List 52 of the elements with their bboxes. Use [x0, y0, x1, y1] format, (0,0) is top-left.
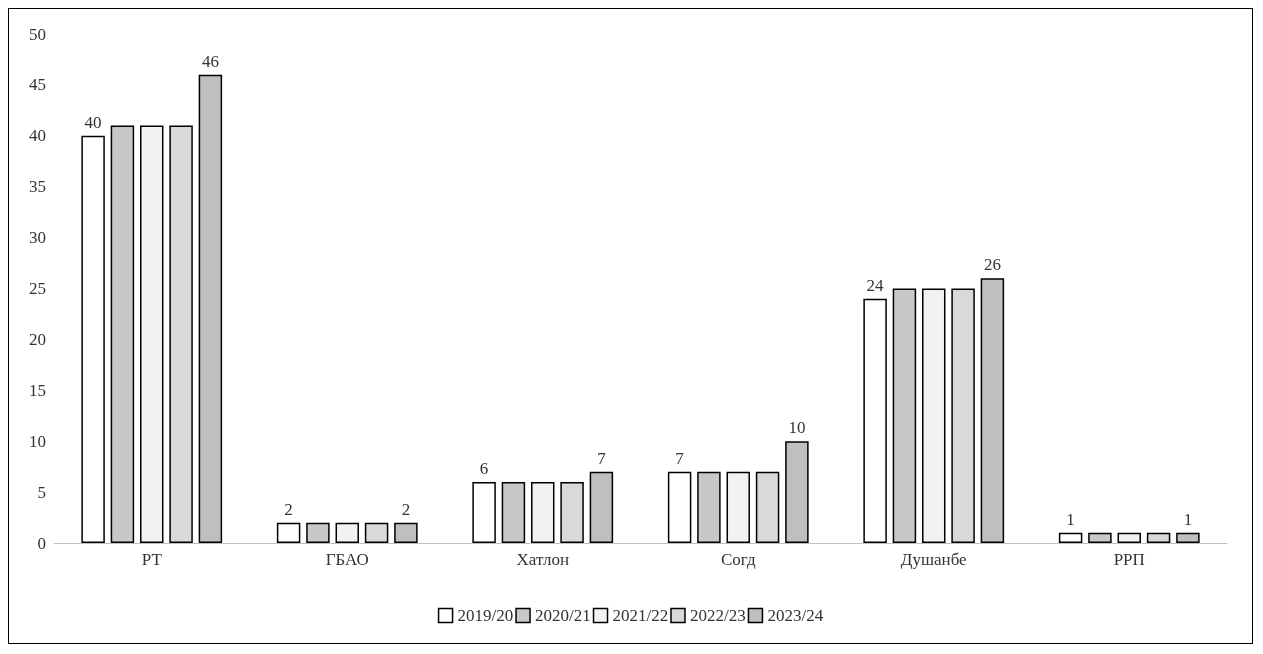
- y-tick-label: 20: [29, 329, 46, 349]
- bar: [276, 522, 301, 543]
- x-tick-label: Хатлон: [516, 550, 569, 569]
- bar: [951, 288, 975, 543]
- bar: [863, 298, 887, 543]
- data-label: 2: [401, 499, 411, 519]
- data-label: 1: [1066, 509, 1075, 529]
- legend-label: 2023/24: [767, 606, 824, 625]
- bar: [1058, 532, 1083, 543]
- bar: [1117, 532, 1141, 543]
- bar: [667, 471, 692, 543]
- x-tick-label: Согд: [720, 550, 756, 569]
- bar: [335, 522, 359, 543]
- data-label: 7: [597, 448, 607, 468]
- data-label: 7: [675, 448, 685, 468]
- data-label: 24: [866, 275, 885, 295]
- data-label: 6: [479, 458, 489, 478]
- x-tick-label: ГБАО: [325, 550, 369, 569]
- y-tick-label: 35: [29, 177, 46, 197]
- y-tick-label: 15: [29, 380, 46, 400]
- x-tick-label: Душанбе: [900, 550, 967, 569]
- data-label: 26: [983, 255, 1001, 275]
- legend-label: 2021/22: [612, 606, 669, 625]
- data-label: 2: [284, 499, 293, 519]
- bar: [755, 471, 780, 543]
- data-label: 10: [788, 418, 806, 438]
- y-tick-label: 5: [37, 482, 46, 502]
- legend-label: 2019/20: [457, 606, 514, 625]
- x-tick-label: РРП: [1113, 550, 1145, 569]
- bar: [472, 481, 496, 543]
- y-tick-label: 50: [29, 24, 46, 44]
- bar: [169, 125, 193, 543]
- y-tick-label: 40: [29, 126, 46, 146]
- bar: [560, 481, 584, 543]
- data-label: 46: [201, 51, 219, 71]
- bar: [1146, 532, 1171, 543]
- bar: [364, 522, 389, 543]
- bar: [531, 481, 555, 543]
- y-tick-label: 0: [37, 533, 46, 553]
- data-label: 40: [84, 112, 102, 132]
- y-tick-label: 25: [29, 279, 46, 298]
- bar: [140, 125, 164, 543]
- x-tick-label: РТ: [141, 550, 163, 569]
- legend-label: 2022/23: [689, 606, 746, 625]
- bar: [922, 288, 946, 543]
- bar: [81, 135, 105, 543]
- legend-label: 2020/21: [535, 606, 591, 625]
- bar: [726, 471, 750, 543]
- data-label: 1: [1183, 509, 1193, 529]
- y-tick-label: 45: [29, 75, 46, 95]
- y-tick-label: 30: [29, 228, 46, 248]
- y-tick-label: 10: [29, 431, 46, 451]
